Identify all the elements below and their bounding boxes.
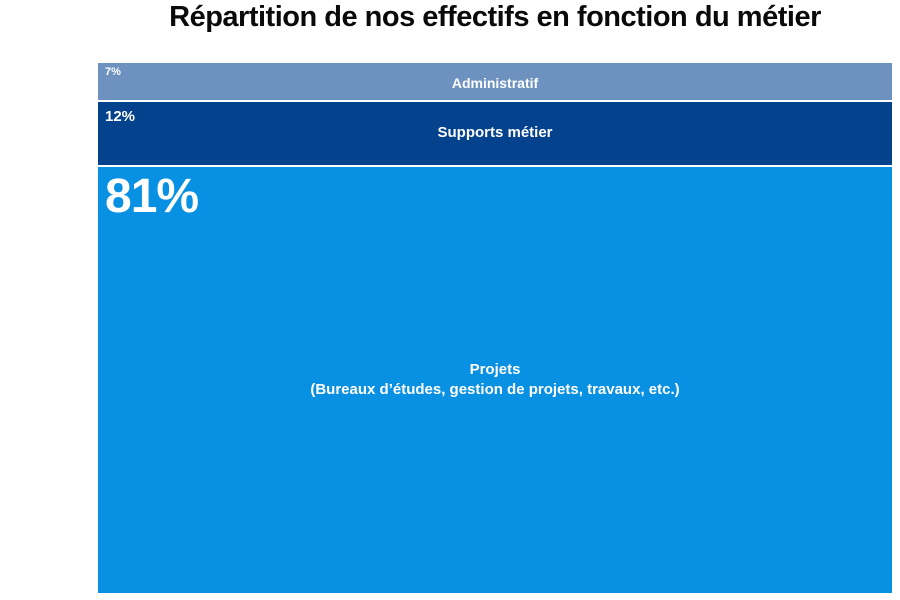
segment-label-projets: Projets (Bureaux d’études, gestion de pr…: [310, 360, 679, 400]
segment-label-projets-line2: (Bureaux d’études, gestion de projets, t…: [310, 380, 680, 398]
segment-supports-metier: 12% Supports métier: [98, 101, 892, 165]
stacked-bar-chart: 7% Administratif 12% Supports métier 81%…: [98, 63, 892, 593]
data-label-projets: 81%: [105, 169, 199, 223]
segment-label-administratif: Administratif: [451, 75, 539, 92]
segment-projets: 81% Projets (Bureaux d’études, gestion d…: [98, 166, 892, 593]
segment-label-supports-metier: Supports métier: [437, 124, 553, 142]
data-label-administratif: 7%: [105, 66, 121, 78]
segment-label-projets-line1: Projets: [469, 360, 521, 378]
chart-title: Répartition de nos effectifs en fonction…: [169, 1, 821, 33]
data-label-supports-metier: 12%: [105, 107, 136, 125]
segment-administratif: 7% Administratif: [98, 63, 892, 100]
